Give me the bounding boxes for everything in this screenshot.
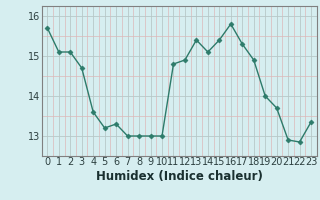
X-axis label: Humidex (Indice chaleur): Humidex (Indice chaleur): [96, 170, 263, 183]
